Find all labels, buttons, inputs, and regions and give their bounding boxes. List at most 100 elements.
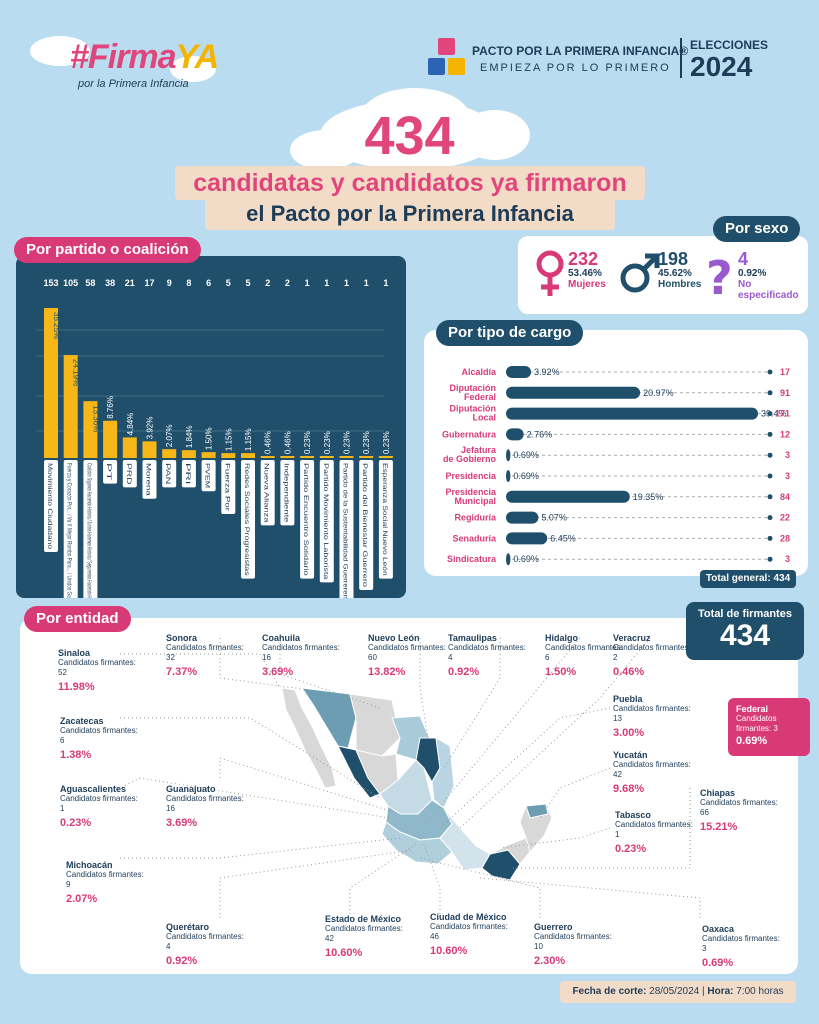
state-count: 3	[773, 724, 778, 733]
party-category-label: Fuerza Por	[223, 463, 229, 511]
party-category-box	[339, 460, 354, 598]
brand-accent: YA	[175, 38, 220, 76]
state-pct: 10.60%	[325, 947, 363, 959]
state-pct: 0.92%	[166, 955, 198, 967]
party-pct-label: 0.46%	[283, 431, 292, 454]
party-value-label: 9	[167, 278, 172, 288]
party-pct-label: 3.92%	[146, 417, 155, 440]
fecha-label: Fecha de corte:	[572, 986, 647, 997]
state-count: 10	[534, 942, 543, 951]
party-category-label: Partido Movimiento Laborista	[322, 463, 328, 580]
state-label: Querétaro Candidatos firmantes: 4 0.92%	[166, 922, 256, 968]
cargo-bar	[506, 386, 641, 399]
cargo-bar	[506, 449, 511, 462]
map-region	[431, 737, 455, 809]
party-bar	[63, 355, 78, 458]
party-bar	[241, 453, 255, 458]
cargo-dot	[767, 431, 773, 437]
cargo-bar	[506, 490, 630, 503]
state-count: 60	[368, 653, 377, 662]
cloud-decoration	[360, 88, 470, 148]
cargo-bar	[506, 553, 511, 566]
state-name: Coahuila	[262, 633, 301, 643]
cargo-bar	[506, 407, 758, 420]
party-bar	[280, 456, 295, 458]
party-category-label: Morena	[145, 463, 151, 497]
cargo-dot	[767, 390, 773, 396]
state-pct: 1.38%	[60, 749, 92, 761]
state-pct: 0.23%	[615, 843, 647, 855]
party-value-label: 6	[206, 278, 211, 288]
state-pct: 11.98%	[58, 681, 95, 693]
cargo-pct-label: 6.45%	[550, 533, 576, 543]
state-firm-label: Candidatos firmantes:	[66, 870, 144, 879]
cargo-total: Total general: 434	[700, 570, 796, 588]
party-chart-panel: 153 35.25% Movimiento Ciudadano 105 24.19% Fu…	[16, 256, 406, 598]
party-pct-label: 0.23%	[303, 431, 312, 454]
brand-main: #Firma	[70, 38, 176, 76]
party-category-label: Independiente	[282, 463, 288, 523]
party-bar	[359, 456, 374, 458]
party-category-box	[241, 460, 255, 579]
party-bar	[378, 456, 393, 458]
state-label: Sonora Candidatos firmantes: 32 7.37%	[166, 633, 256, 679]
cargo-value-label: 22	[780, 513, 790, 523]
federal-card: Federal Candidatos firmantes: 3 0.69%	[728, 698, 810, 756]
party-category-box	[103, 460, 118, 484]
cargo-category-line: Federal	[464, 392, 496, 402]
party-category-box	[162, 460, 177, 488]
state-firm-label: Candidatos firmantes:	[534, 932, 612, 941]
state-name: Veracruz	[613, 633, 651, 643]
firmaya-logo: #FirmaYA por la Primera Infancia	[48, 34, 219, 94]
party-category-box	[319, 460, 334, 583]
party-value-label: 17	[144, 278, 154, 288]
state-label: Zacatecas Candidatos firmantes: 6 1.38%	[60, 716, 150, 762]
header-divider	[680, 38, 682, 78]
party-pct-label: 2.07%	[165, 424, 174, 447]
cargo-value-label: 12	[780, 429, 790, 439]
party-pct-label: 4.84%	[126, 413, 135, 436]
state-count: 3	[702, 944, 707, 953]
party-bar	[319, 456, 334, 458]
cargo-category-label: Regiduría	[454, 513, 497, 523]
cargo-bar	[506, 532, 548, 545]
cargo-category-label: Gubernatura	[442, 429, 497, 439]
party-category-box	[142, 460, 157, 499]
cargo-value-label: 84	[780, 492, 790, 502]
state-label: Ciudad de México Candidatos firmantes: 46 1…	[430, 912, 520, 958]
party-bar	[300, 456, 315, 458]
cargo-category-line: Diputación	[450, 383, 497, 393]
state-pct: 9.68%	[613, 783, 645, 795]
party-bar	[162, 449, 177, 458]
question-icon: ?	[706, 251, 733, 305]
state-name: Nuevo León	[368, 633, 420, 643]
hora-label: Hora:	[707, 986, 734, 997]
map-region	[281, 687, 337, 789]
state-name: Querétaro	[166, 922, 210, 932]
cloud-decoration	[170, 56, 216, 82]
party-category-box	[221, 460, 236, 514]
state-count: 42	[325, 934, 334, 943]
sexo-label: Hombres	[658, 279, 702, 290]
cargo-category-line: Presidencia	[445, 487, 497, 497]
party-pct-label: 35.25%	[52, 312, 61, 339]
female-icon	[536, 250, 564, 296]
party-bar	[83, 401, 98, 458]
party-category-label: Coalición Sigamos Haciendo Historia / Ju…	[85, 463, 91, 598]
state-firm-label: Candidatos firmantes:	[736, 714, 777, 733]
state-firm-label: Candidatos firmantes:	[430, 922, 508, 931]
state-firm-label: Candidatos firmantes:	[613, 760, 691, 769]
party-pct-label: 0.46%	[264, 431, 273, 454]
party-bar	[103, 420, 118, 458]
state-count: 1	[60, 804, 65, 813]
cargo-dot	[767, 473, 773, 479]
state-firm-label: Candidatos firmantes:	[166, 932, 244, 941]
cargo-bar	[506, 470, 511, 482]
pacto-title: PACTO POR LA PRIMERA INFANCIA®	[472, 44, 689, 58]
state-firm-label: Candidatos firmantes:	[325, 924, 403, 933]
section-label-sexo: Por sexo	[713, 216, 801, 242]
state-name: Puebla	[613, 694, 643, 704]
cargo-pct-label: 20.97%	[643, 388, 674, 398]
hora-value: 7:00 horas	[736, 986, 784, 997]
cargo-value-label: 3	[785, 450, 790, 460]
